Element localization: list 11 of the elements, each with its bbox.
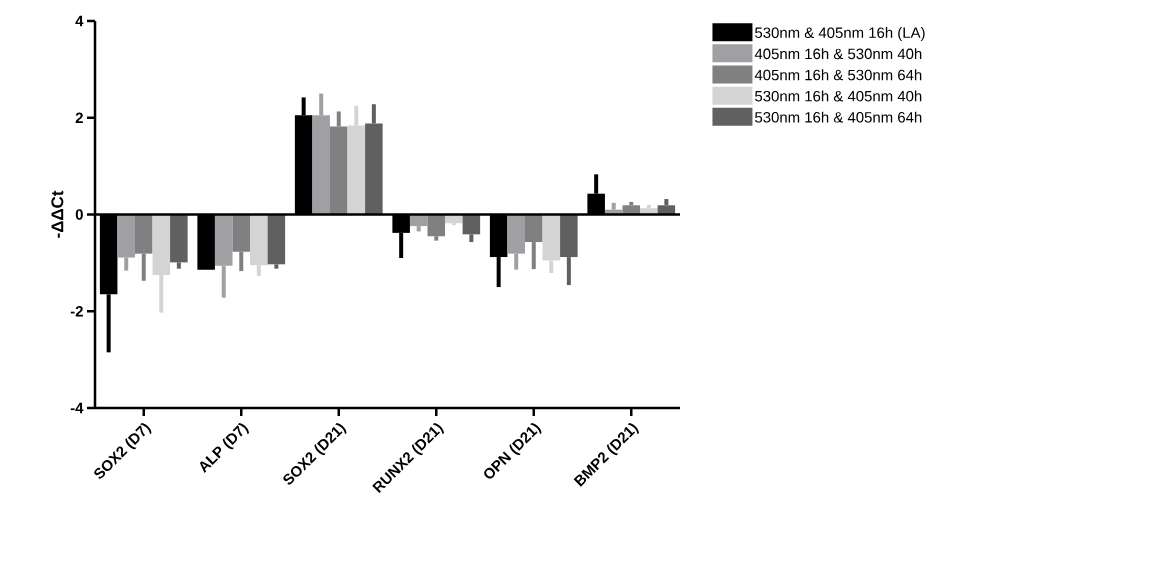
legend-label: 530nm 16h & 405nm 40h — [755, 90, 922, 102]
y-tick-label: 4 — [75, 15, 84, 27]
y-tick-label: 0 — [75, 209, 83, 220]
legend-label: 530nm 16h & 405nm 64h — [755, 111, 922, 123]
y-tick-label: -2 — [70, 306, 83, 317]
y-axis-title: -ΔΔCt — [51, 190, 64, 238]
y-tick-label: -4 — [70, 402, 84, 414]
y-tick-label: 2 — [75, 112, 83, 123]
legend-label: 405nm 16h & 530nm 64h — [754, 69, 922, 81]
legend-label: 530nm & 405nm 16h (LA) — [755, 27, 925, 41]
legend-label: 405nm 16h & 530nm 40h — [754, 48, 922, 60]
